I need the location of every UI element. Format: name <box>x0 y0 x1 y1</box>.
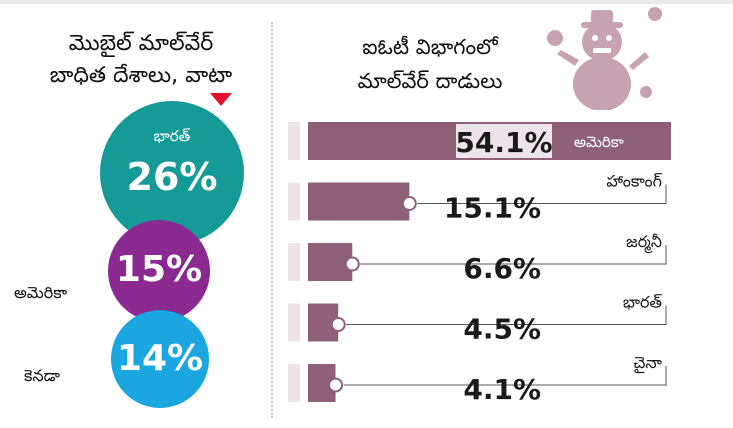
bar-value-label-4: 4.1% <box>463 373 541 406</box>
bar-track-4 <box>288 364 300 402</box>
bar-end-marker-3 <box>330 317 346 332</box>
bubble-canada: 14% <box>111 310 209 408</box>
bubble-canada-label: కెనడా <box>24 366 60 385</box>
snowman-bug-icon <box>547 7 662 110</box>
bar-value-label-0: 54.1% <box>455 126 552 159</box>
left-panel-title: మొబైల్ మాల్‌వేర్ బాధిత దేశాలు, వాటా <box>18 28 264 92</box>
bar-track-1 <box>288 182 300 221</box>
bubble-usa-value: 15% <box>115 249 203 290</box>
right-panel-title: ఐఓటీ విభాగంలో మాల్‌వేర్ దాడులు <box>290 30 570 98</box>
bar-leader-line-3 <box>346 305 667 325</box>
bar-category-label-1: హాంకాంగ్ <box>606 172 662 191</box>
bar-track-0 <box>288 122 300 160</box>
bar-leader-line-4 <box>343 366 667 386</box>
bar-end-marker-1 <box>401 196 417 211</box>
bar-2 <box>308 243 353 281</box>
bar-leader-line-1 <box>417 184 667 204</box>
bubble-canada-value: 14% <box>116 338 204 379</box>
right-title-line1: ఐఓటీ విభాగంలో <box>362 35 498 59</box>
bar-category-label-0: అమెరికా <box>574 133 624 151</box>
bar-1 <box>308 182 410 221</box>
bubble-india-value: 26% <box>126 155 218 199</box>
left-title-line2: బాధిత దేశాలు, వాటా <box>49 63 233 88</box>
bar-end-marker-2 <box>344 256 360 272</box>
bubble-usa-label: అమెరికా <box>14 283 68 302</box>
bar-value-label-3: 4.5% <box>463 313 541 346</box>
bar-end-marker-4 <box>328 377 344 393</box>
marker-triangle-icon <box>210 93 232 106</box>
bar-category-label-2: జర్మనీ <box>626 232 662 254</box>
bar-leader-line-2 <box>360 245 667 265</box>
bar-category-label-4: చైనా <box>633 353 662 374</box>
bar-category-label-3: భారత్ <box>623 293 663 312</box>
bar-value-label-1: 15.1% <box>444 192 541 225</box>
bar-track-3 <box>288 303 300 342</box>
bar-value-label-2: 6.6% <box>463 252 541 285</box>
panel-divider <box>271 22 273 418</box>
right-title-line2: మాల్‌వేర్ దాడులు <box>357 69 503 93</box>
bar-value-box-0 <box>456 124 552 158</box>
top-rule <box>0 0 733 4</box>
bar-track-2 <box>288 243 300 281</box>
bubble-india-label: భారత్ <box>153 127 191 145</box>
left-title-line1: మొబైల్ మాల్‌వేర్ <box>68 31 214 56</box>
bubble-usa: 15% <box>108 220 210 322</box>
